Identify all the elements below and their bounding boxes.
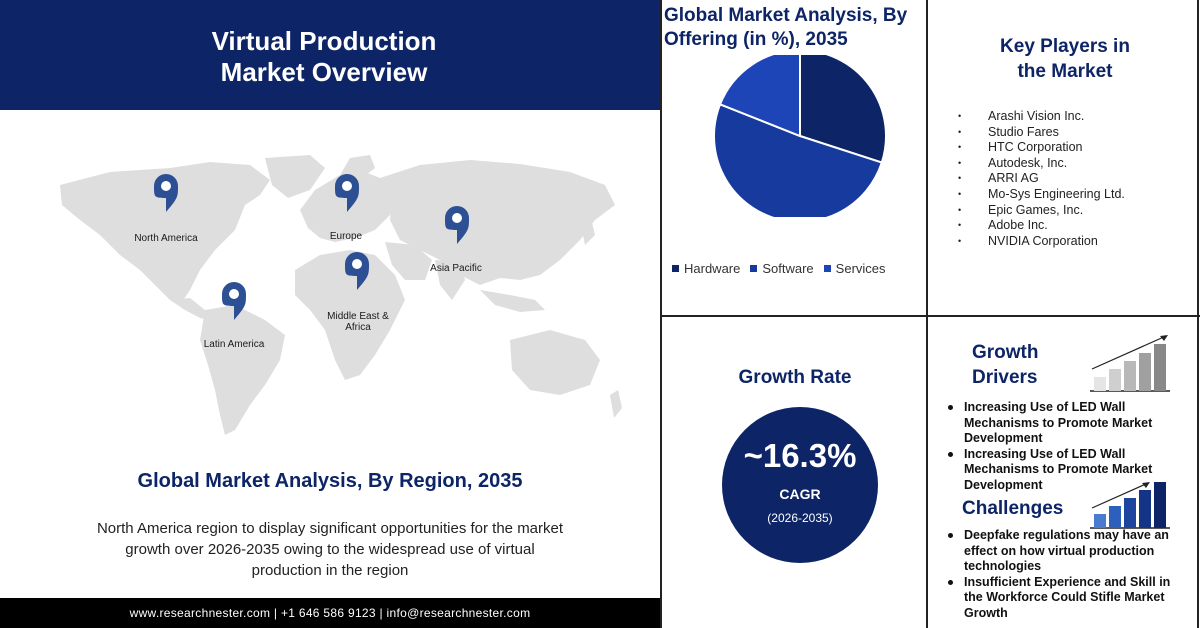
divider-horizontal: [660, 315, 1200, 317]
key-player-item: NVIDIA Corporation: [958, 234, 1188, 250]
key-players-title: Key Players in the Market: [930, 34, 1200, 84]
pin-latin-america-icon: [222, 282, 246, 320]
key-player-item: ARRI AG: [958, 171, 1188, 187]
legend-swatch: [750, 265, 758, 272]
challenge-item: Insufficient Experience and Skill in the…: [946, 575, 1178, 622]
legend-item-services: Services: [823, 261, 886, 276]
key-player-item: HTC Corporation: [958, 140, 1188, 156]
offering-pie-chart: [713, 55, 887, 217]
challenges-title: Challenges: [962, 498, 1064, 519]
legend-label: Software: [762, 261, 814, 276]
pin-label-asia-pacific: Asia Pacific: [430, 263, 482, 274]
pin-asia-pacific-icon: [445, 206, 469, 244]
pin-label-latin-america: Latin America: [203, 339, 265, 350]
region-analysis-title: Global Market Analysis, By Region, 2035: [137, 470, 523, 492]
key-player-item: Adobe Inc.: [958, 218, 1188, 234]
legend-label: Hardware: [684, 261, 741, 276]
legend-label: Services: [835, 261, 886, 276]
contact-footer: www.researchnester.com | +1 646 586 9123…: [0, 598, 660, 628]
driver-item: Increasing Use of LED Wall Mechanisms to…: [946, 400, 1176, 447]
pin-label-europe: Europe: [329, 231, 363, 242]
pin-label-north-america: North America: [134, 233, 198, 244]
divider-right: [1197, 0, 1199, 628]
key-player-item: Studio Fares: [958, 125, 1188, 141]
key-player-item: Arashi Vision Inc.: [958, 109, 1188, 125]
pie-slice-hardware: [799, 55, 887, 164]
drivers-title-line-2: Drivers: [972, 367, 1038, 388]
page-title: Virtual Production Market Overview: [0, 26, 648, 88]
legend-swatch: [823, 265, 831, 272]
key-player-item: Mo-Sys Engineering Ltd.: [958, 187, 1188, 203]
key-player-item: Autodesk, Inc.: [958, 156, 1188, 172]
pin-mea-icon: [345, 252, 369, 290]
pin-label-mea: Middle East & Africa: [327, 311, 389, 333]
key-players-title-text: Key Players in the Market: [1000, 36, 1130, 82]
cagr-label: CAGR: [779, 486, 821, 502]
cagr-value: ~16.3%: [743, 437, 857, 474]
title-line-1: Virtual Production: [211, 26, 437, 56]
cagr-circle: ~16.3% CAGR (2026-2035): [722, 407, 878, 563]
pie-slice-services: [718, 55, 801, 138]
cagr-period: (2026-2035): [767, 511, 833, 525]
drivers-title-line-1: Growth: [972, 342, 1039, 363]
pin-north-america-icon: [154, 174, 178, 212]
divider-middle: [926, 0, 928, 628]
offering-chart-title: Global Market Analysis, By Offering (in …: [664, 5, 908, 50]
legend-item-software: Software: [750, 261, 814, 276]
pie-slice-software: [713, 103, 884, 217]
key-players-list: Arashi Vision Inc.Studio FaresHTC Corpor…: [958, 109, 1188, 249]
driver-item: Increasing Use of LED Wall Mechanisms to…: [946, 447, 1176, 494]
pin-europe-icon: [335, 174, 359, 212]
drivers-list: Increasing Use of LED Wall Mechanisms to…: [946, 400, 1176, 493]
title-line-2: Market Overview: [220, 57, 428, 87]
legend-swatch: [672, 265, 679, 272]
legend-item-hardware: Hardware: [672, 261, 740, 276]
overview-header: [0, 0, 660, 110]
growth-drivers-title: Growth Drivers: [972, 340, 1039, 390]
divider-left: [660, 0, 662, 628]
bar-growth-blue-icon: [1090, 482, 1170, 529]
pie-legend: Hardware Software Services: [672, 261, 922, 276]
world-map: [60, 155, 622, 435]
challenge-item: Deepfake regulations may have an effect …: [946, 528, 1178, 575]
key-player-item: Epic Games, Inc.: [958, 203, 1188, 219]
region-description: North America region to display signific…: [96, 520, 564, 579]
challenges-list: Deepfake regulations may have an effect …: [946, 528, 1178, 621]
growth-rate-title: Growth Rate: [738, 367, 852, 388]
bar-growth-icon: [1090, 335, 1170, 392]
